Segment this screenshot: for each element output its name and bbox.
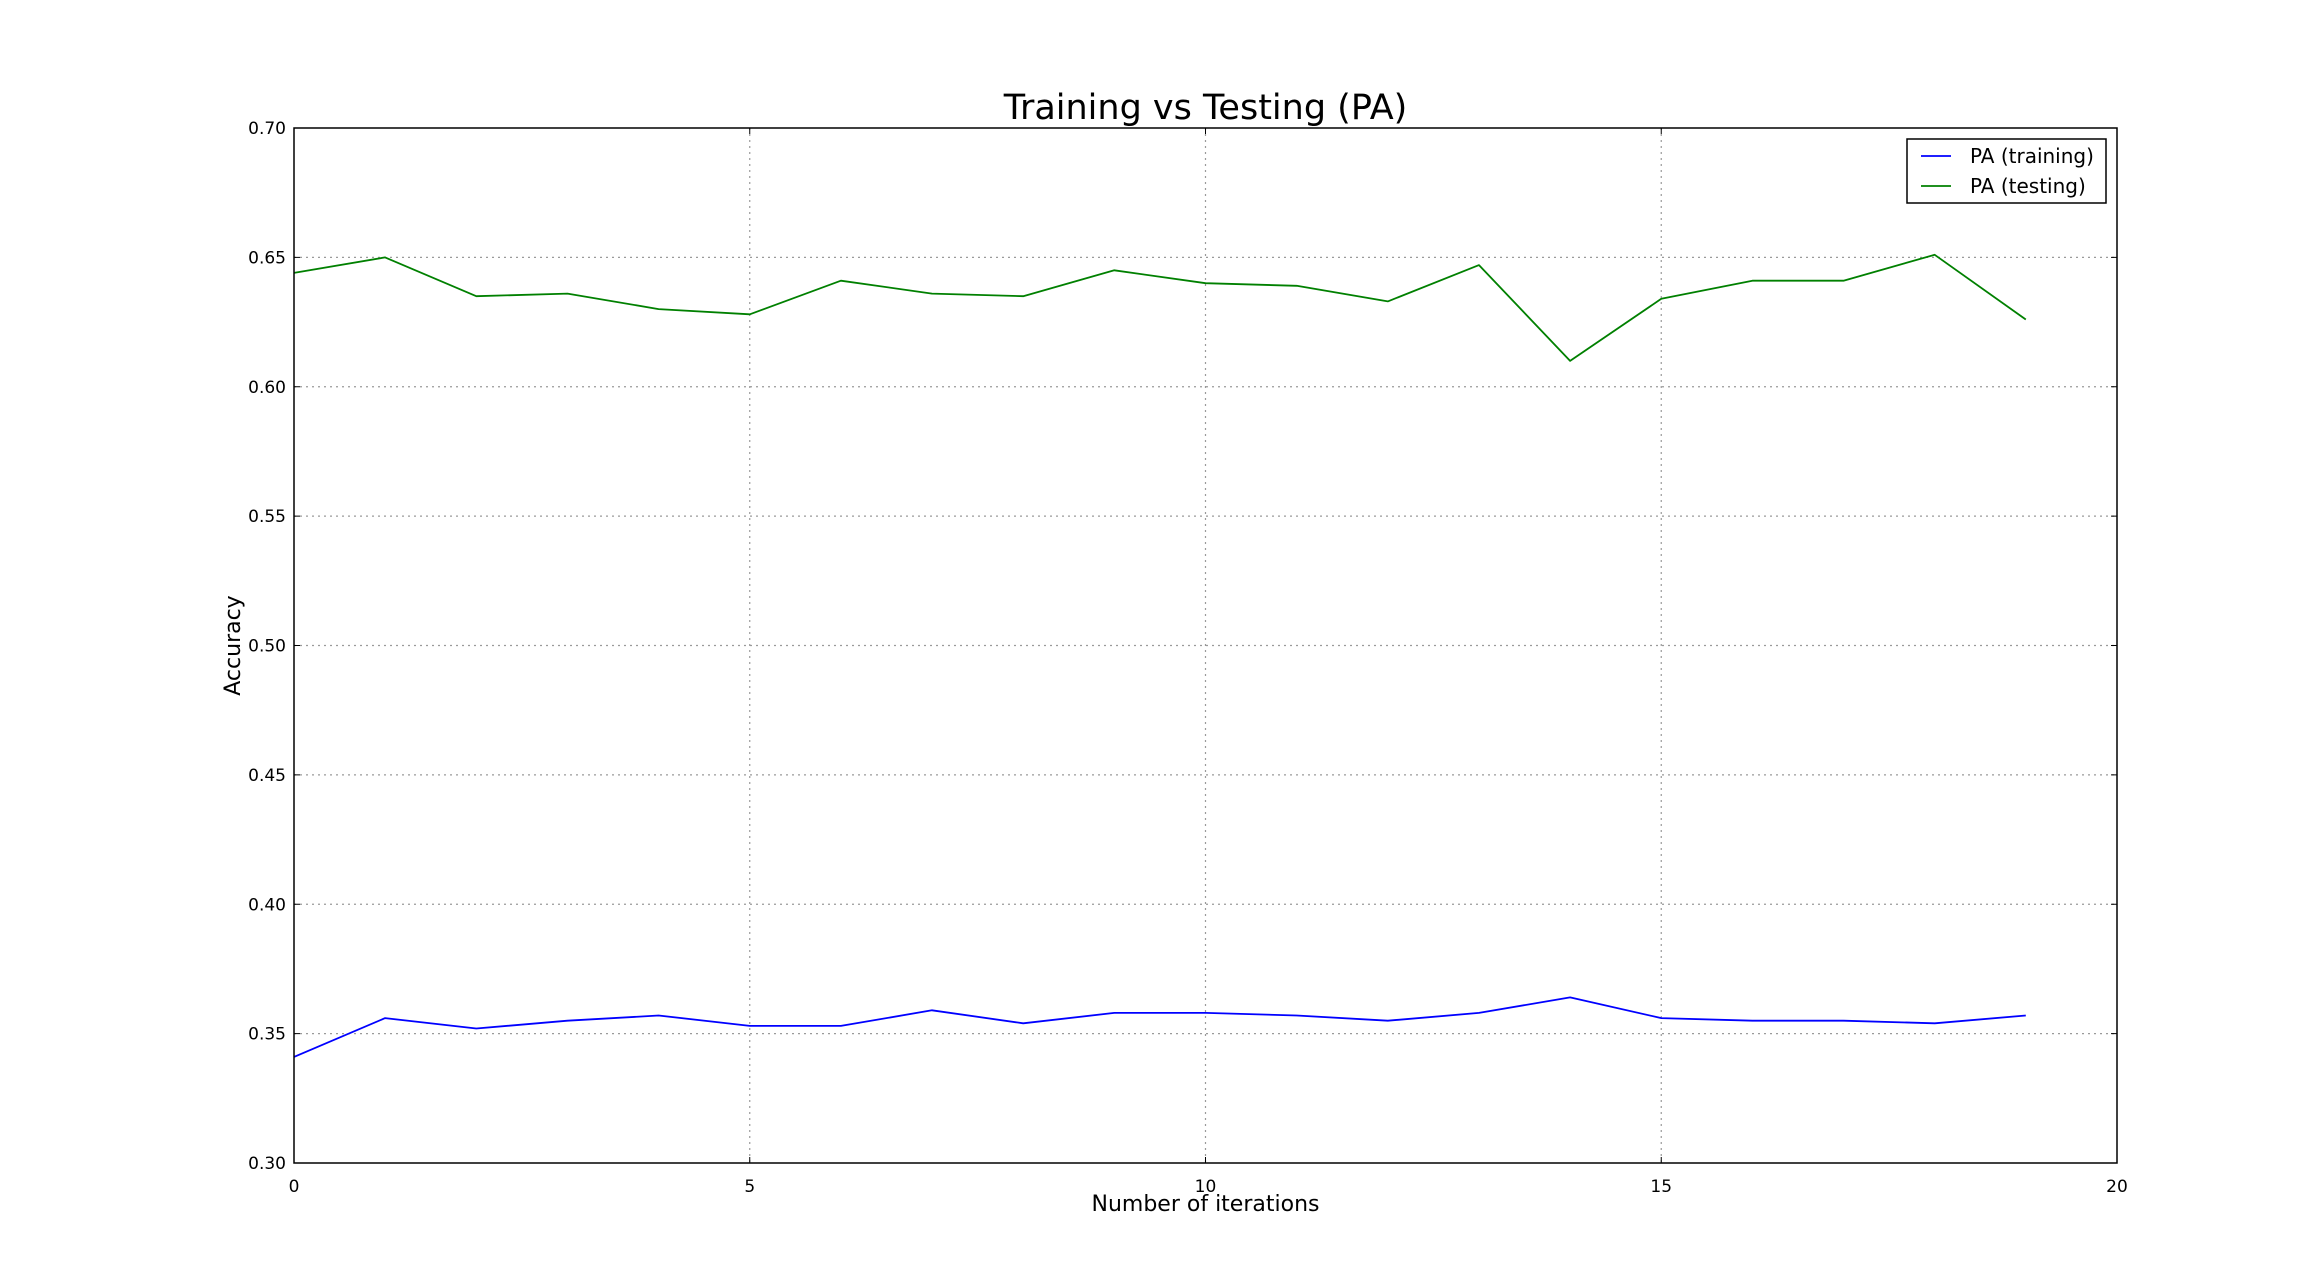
y-tick-label: 0.70 [248,119,286,139]
x-tick-label: 10 [1195,1177,1217,1197]
y-tick-label: 0.35 [248,1025,286,1045]
y-tick-label: 0.55 [248,507,286,527]
x-axis-label: Number of iterations [1092,1192,1320,1217]
legend-label: PA (testing) [1970,174,2086,198]
series-line-pa-testing [293,253,2027,362]
plot-series [293,253,2027,1058]
y-tick-label: 0.50 [248,637,286,657]
y-tick-label: 0.40 [248,895,286,915]
y-tick-label: 0.30 [248,1154,286,1174]
legend: PA (training) PA (testing) [1906,138,2107,204]
x-tick-label: 15 [1650,1177,1672,1197]
legend-box [1906,138,2107,204]
y-tick-label: 0.60 [248,378,286,398]
x-tick-label: 0 [289,1177,300,1197]
y-tick-label: 0.45 [248,766,286,786]
axis-ticks: 0 5 10 15 20 0.30 0.35 0.40 0.45 0.50 0.55 0.60 0.65… [248,119,2128,1197]
x-tick-label: 20 [2106,1177,2128,1197]
grid [294,128,2117,1163]
legend-label: PA (training) [1970,144,2094,168]
series-line-pa-training [293,996,2026,1058]
chart-title: Training vs Testing (PA) [1003,88,1408,128]
y-axis-label: Accuracy [221,595,246,695]
y-tick-label: 0.65 [248,248,286,268]
x-tick-label: 5 [744,1177,755,1197]
